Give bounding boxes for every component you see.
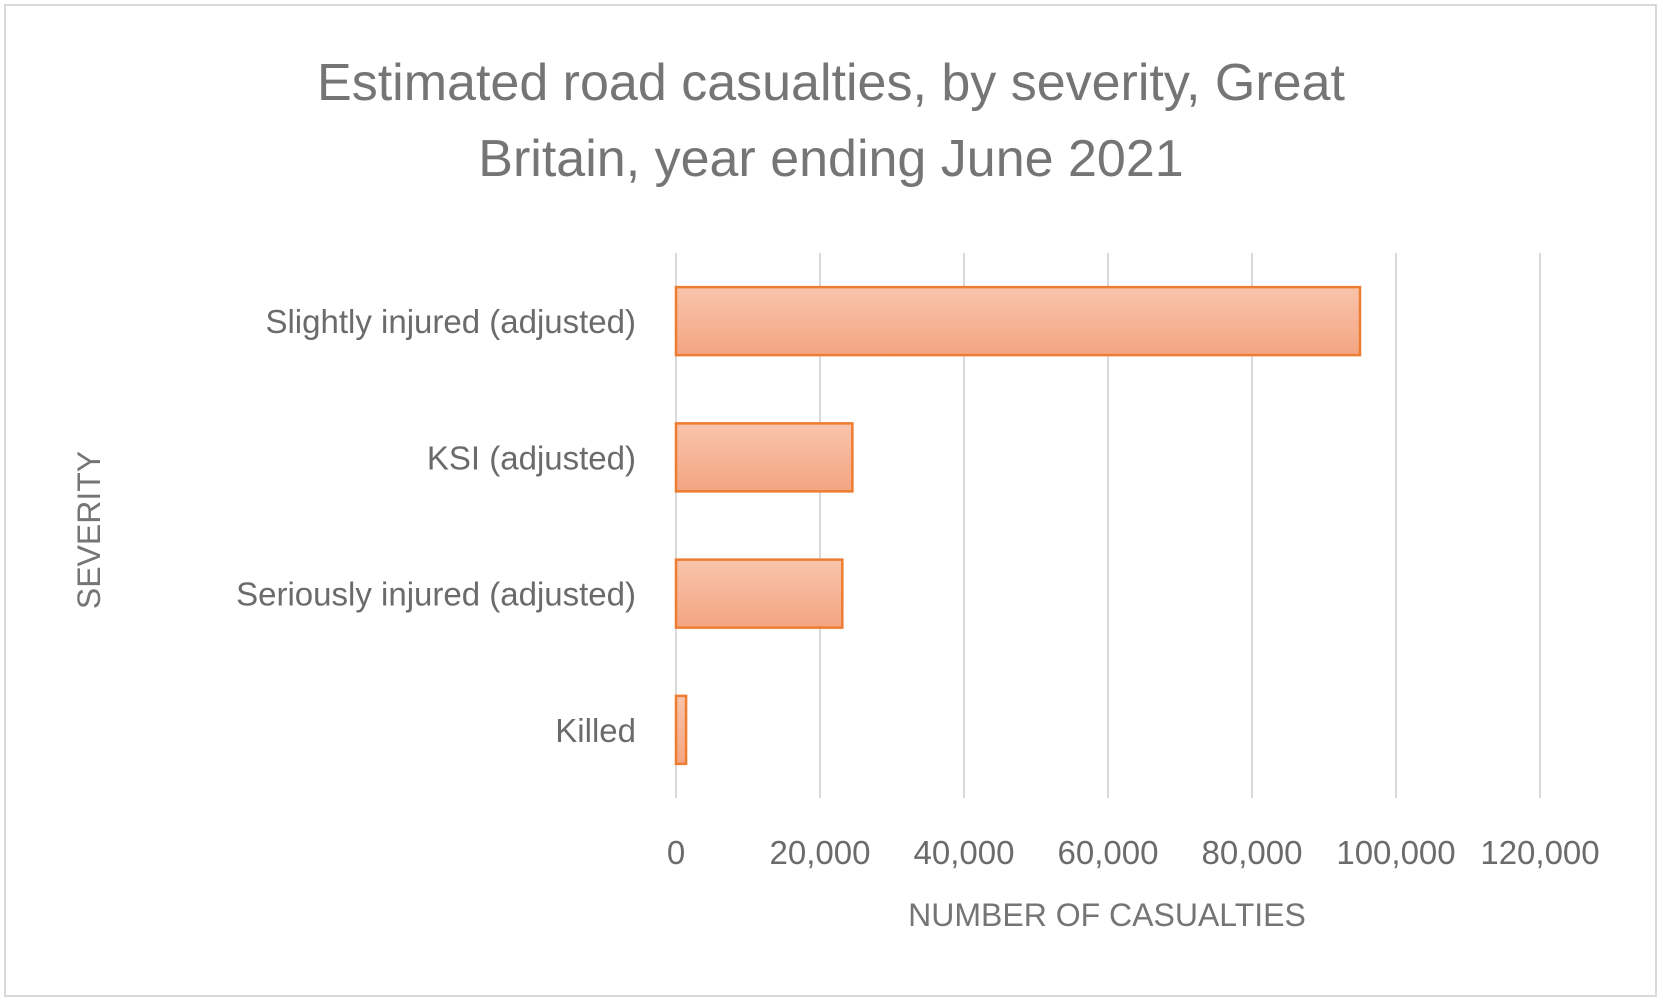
bar: [674, 558, 844, 629]
bars: [674, 285, 1362, 766]
chart-frame: [4, 4, 1657, 997]
x-axis-title: NUMBER OF CASUALTIES: [908, 897, 1306, 933]
category-label: KSI (adjusted): [427, 439, 636, 476]
bar: [674, 694, 688, 766]
chart-title-line-1: Estimated road casualties, by severity, …: [317, 54, 1345, 112]
bar: [674, 285, 1362, 357]
y-axis-title: SEVERITY: [71, 451, 107, 609]
category-label: Slightly injured (adjusted): [265, 303, 636, 340]
x-tick-label: 120,000: [1480, 834, 1599, 871]
x-tick-labels: 0 20,000 40,000 60,000 80,000 100,000 120,000: [667, 834, 1600, 871]
bar: [674, 422, 854, 493]
x-tick-label: 80,000: [1202, 834, 1303, 871]
chart-title-line-2: Britain, year ending June 2021: [478, 130, 1183, 188]
x-tick-label: 20,000: [770, 834, 871, 871]
x-tick-label: 40,000: [914, 834, 1015, 871]
x-tick-label: 100,000: [1336, 834, 1455, 871]
x-tick-label: 0: [667, 834, 685, 871]
category-label: Killed: [555, 712, 636, 749]
category-label: Seriously injured (adjusted): [236, 576, 636, 613]
x-tick-label: 60,000: [1058, 834, 1159, 871]
category-labels: Slightly injured (adjusted) KSI (adjusted…: [236, 303, 636, 749]
